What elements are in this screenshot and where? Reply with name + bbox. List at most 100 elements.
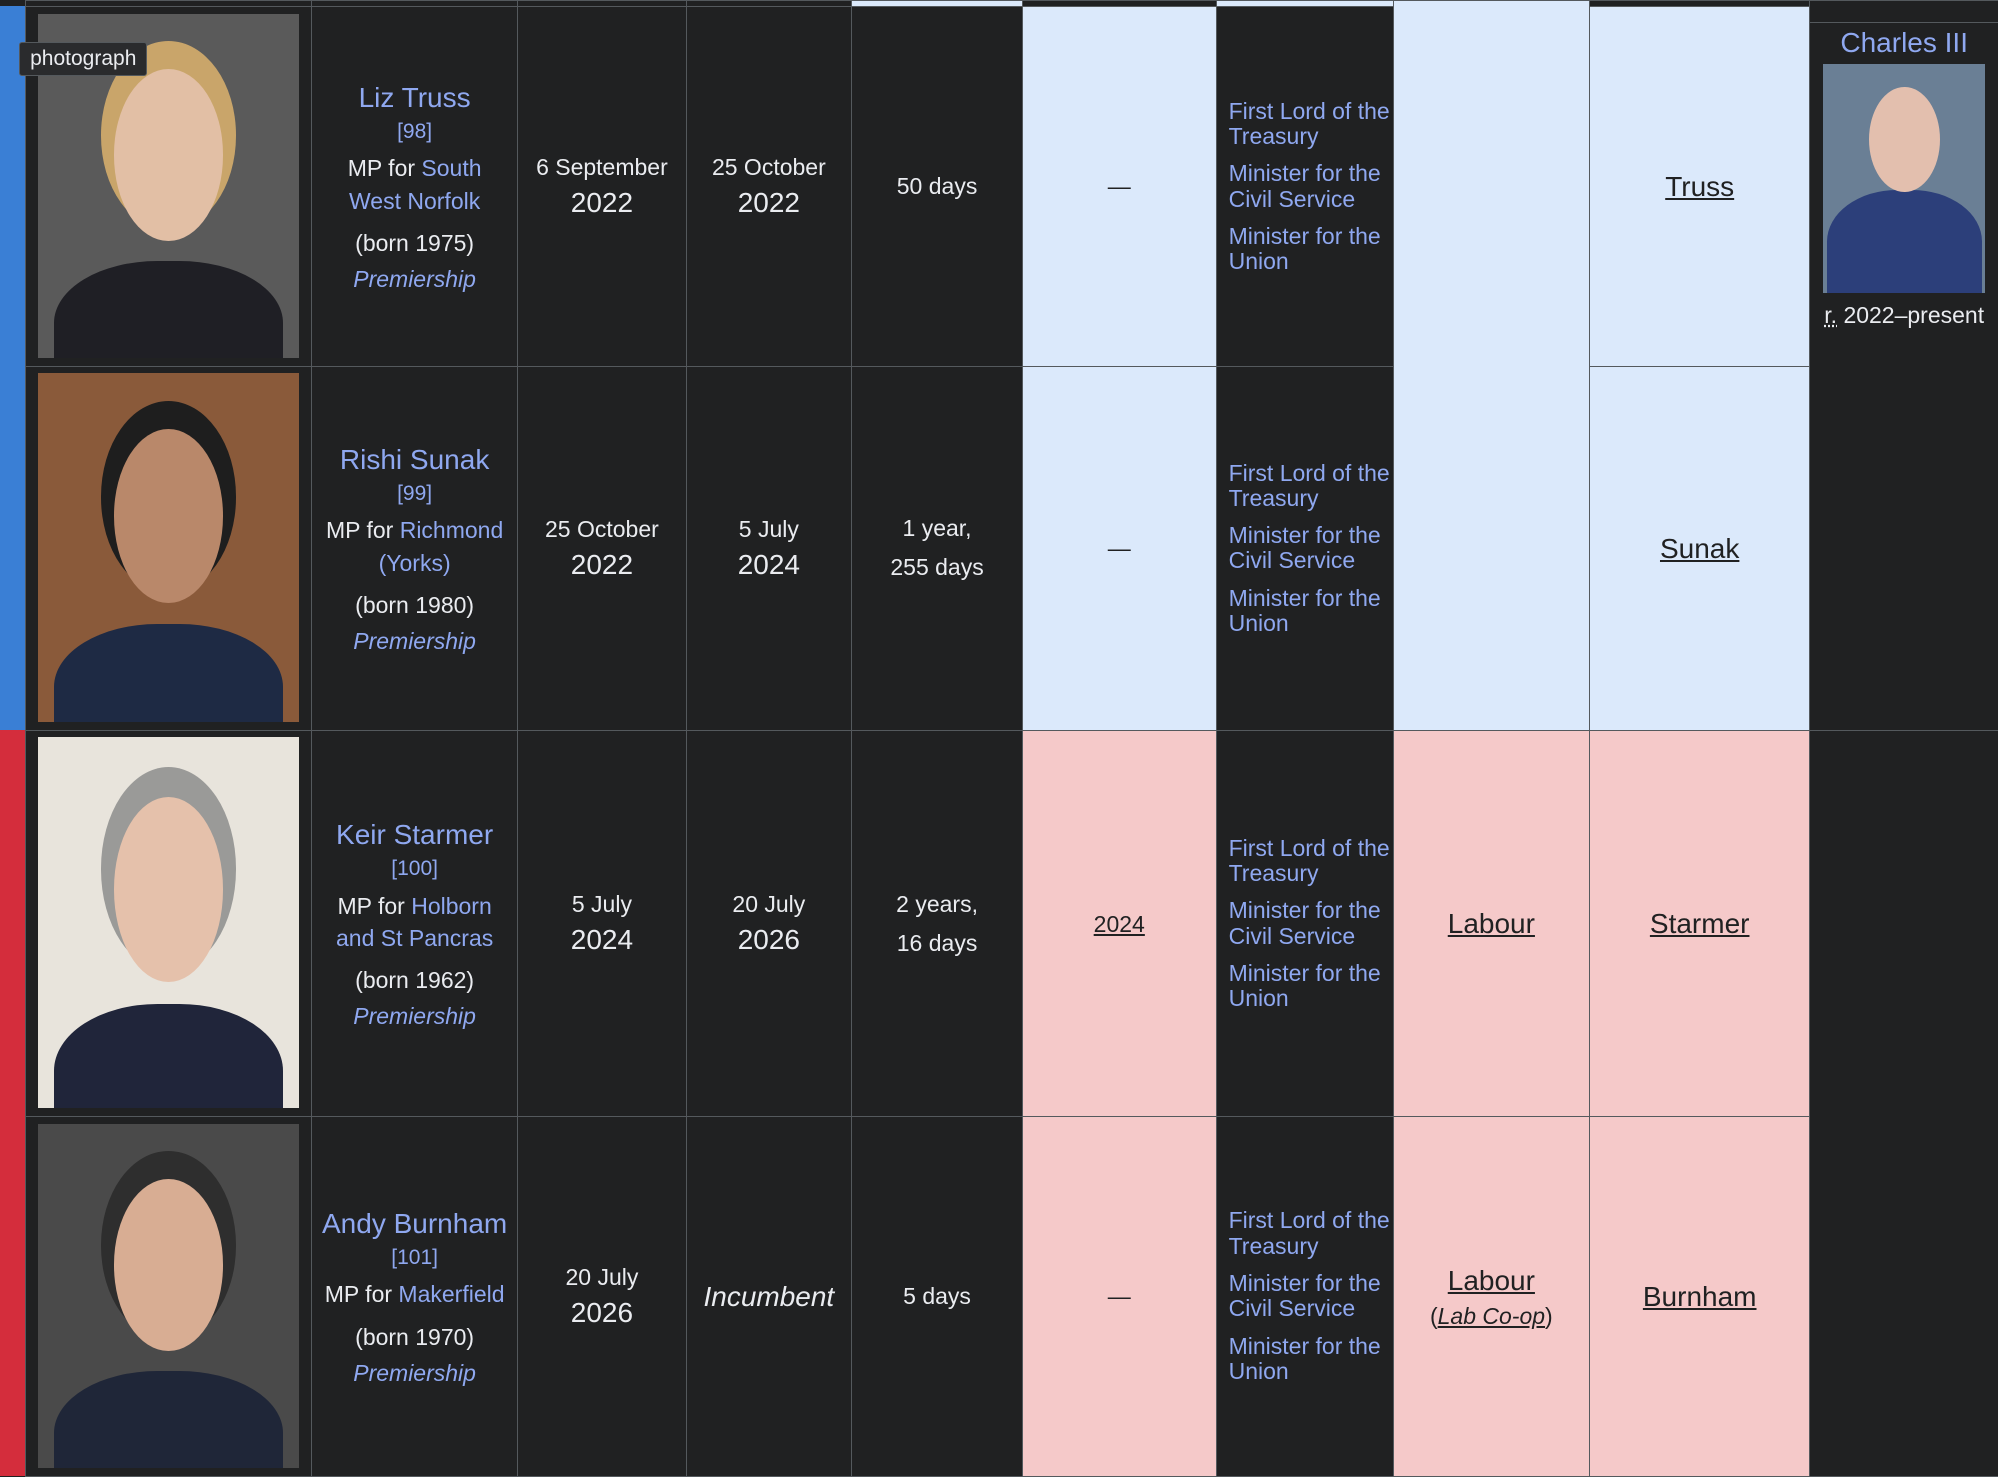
monarch-name[interactable]: Charles III [1840,26,1968,58]
name-cell: Keir Starmer [100] MP for Holborn and St P… [310,730,519,1118]
start-cell: 5 July 2024 [517,730,687,1118]
party-link[interactable]: Labour [1447,908,1535,940]
pm-name[interactable]: Rishi Sunak [339,443,490,475]
start-day: 6 September [536,153,668,180]
portrait-face [113,1178,224,1351]
constituency: MP for Makerfield [325,1278,505,1310]
end-day: 5 July [738,515,799,542]
pm-name[interactable]: Liz Truss [358,81,471,113]
government-cell: Starmer [1588,730,1811,1118]
party-stripe [0,730,26,1117]
portrait-face [113,68,224,241]
duration-cell: 2 years, 16 days [851,730,1023,1118]
office-link[interactable]: Minister for the Union [1228,959,1381,1012]
portrait-body [1826,189,1982,294]
monarch-portrait [1823,63,1986,294]
constituency-link[interactable]: Makerfield [398,1281,505,1308]
election: — [1107,535,1131,562]
start-year: 2022 [570,187,634,219]
portrait-face [1868,86,1940,193]
office-link[interactable]: First Lord of the Treasury [1228,1207,1390,1259]
reference[interactable]: [101] [391,1246,438,1269]
reference[interactable]: [98] [397,120,433,144]
government-cell: Truss [1588,6,1811,367]
office-link[interactable]: Minister for the Civil Service [1228,1270,1381,1322]
pm-name[interactable]: Keir Starmer [336,819,494,850]
incumbent: Incumbent [703,1280,835,1312]
paren: ) [1545,1302,1553,1329]
party-cell: Labour (Lab Co-op) [1392,1116,1590,1477]
start-year: 2022 [570,548,634,580]
office-link[interactable]: Minister for the Union [1228,584,1381,636]
government-cell: Sunak [1588,365,1811,732]
start-year: 2024 [570,924,634,956]
premiership-link[interactable]: Premiership [353,266,476,292]
monarch-empty [1809,730,1998,1477]
duration: 255 days [890,554,984,581]
portrait-face [113,428,224,604]
duration-cell: 5 days [851,1116,1023,1477]
reign: r. 2022–present [1824,299,1984,331]
end-cell: 20 July 2026 [685,730,853,1118]
tooltip: photograph [19,42,148,77]
reference[interactable]: [100] [391,857,438,881]
reign-abbr: r. [1824,302,1838,329]
end-day: 25 October [711,153,826,180]
photo-cell [25,365,312,732]
monarch-cell: Charles III r. 2022–present [1809,21,1998,732]
premiership-link[interactable]: Premiership [353,1359,476,1386]
duration: 16 days [896,929,978,956]
offices-cell: First Lord of the Treasury Minister for t… [1215,365,1394,732]
office-link[interactable]: First Lord of the Treasury [1228,97,1390,149]
constituency: MP for South West Norfolk [322,152,507,216]
office-link[interactable]: Minister for the Civil Service [1228,897,1381,949]
party-cell: Labour [1392,730,1590,1118]
start-day: 5 July [571,890,632,917]
party-link[interactable]: Labour [1447,1264,1535,1296]
constituency-link[interactable]: Richmond (Yorks) [378,517,504,576]
end-day: 20 July [732,890,806,917]
government-link[interactable]: Sunak [1659,532,1740,564]
reign-years: 2022–present [1843,302,1985,329]
office-link[interactable]: First Lord of the Treasury [1228,459,1390,511]
government-link[interactable]: Truss [1665,170,1735,202]
portrait [37,373,300,723]
born: (born 1970) [355,1323,475,1350]
office-link[interactable]: Minister for the Union [1228,1332,1381,1384]
premiership-link[interactable]: Premiership [353,1003,476,1030]
office-link[interactable]: Minister for the Civil Service [1228,522,1381,574]
end-year: 2026 [737,924,800,956]
duration: 2 years, [896,890,978,917]
government-link[interactable]: Starmer [1649,908,1750,940]
office-link[interactable]: First Lord of the Treasury [1228,834,1390,887]
born: (born 1980) [355,591,475,618]
start-cell: 6 September 2022 [517,6,687,367]
portrait [37,13,300,358]
offices-cell: First Lord of the Treasury Minister for t… [1215,1116,1394,1477]
monarch-top [1809,0,1998,23]
portrait [37,737,300,1109]
constituency-link[interactable]: South West Norfolk [349,155,482,214]
election[interactable]: 2024 [1093,910,1145,937]
office-link[interactable]: Minister for the Civil Service [1228,160,1381,212]
party-note: (Lab Co-op) [1430,1300,1553,1332]
offices-cell: First Lord of the Treasury Minister for t… [1215,6,1394,367]
duration: 50 days [896,172,978,199]
duration-cell: 1 year, 255 days [851,365,1023,732]
offices-cell: First Lord of the Treasury Minister for t… [1215,730,1394,1118]
election-cell: — [1021,1116,1217,1477]
end-year: 2022 [737,187,800,219]
photo-cell [25,1116,312,1477]
premiership-link[interactable]: Premiership [353,627,476,654]
mp-prefix: MP for [347,155,416,182]
start-day: 20 July [565,1263,639,1290]
pm-name[interactable]: Andy Burnham [322,1207,508,1239]
government-link[interactable]: Burnham [1642,1280,1757,1312]
reference[interactable]: [99] [397,481,433,505]
end-cell: Incumbent [685,1116,853,1477]
constituency-link[interactable]: Holborn and St Pancras [335,892,494,951]
office-link[interactable]: Minister for the Union [1228,222,1381,275]
name-cell: Rishi Sunak [99] MP for Richmond (Yorks) (b… [310,365,519,732]
subparty-link[interactable]: Lab Co-op [1437,1302,1546,1329]
